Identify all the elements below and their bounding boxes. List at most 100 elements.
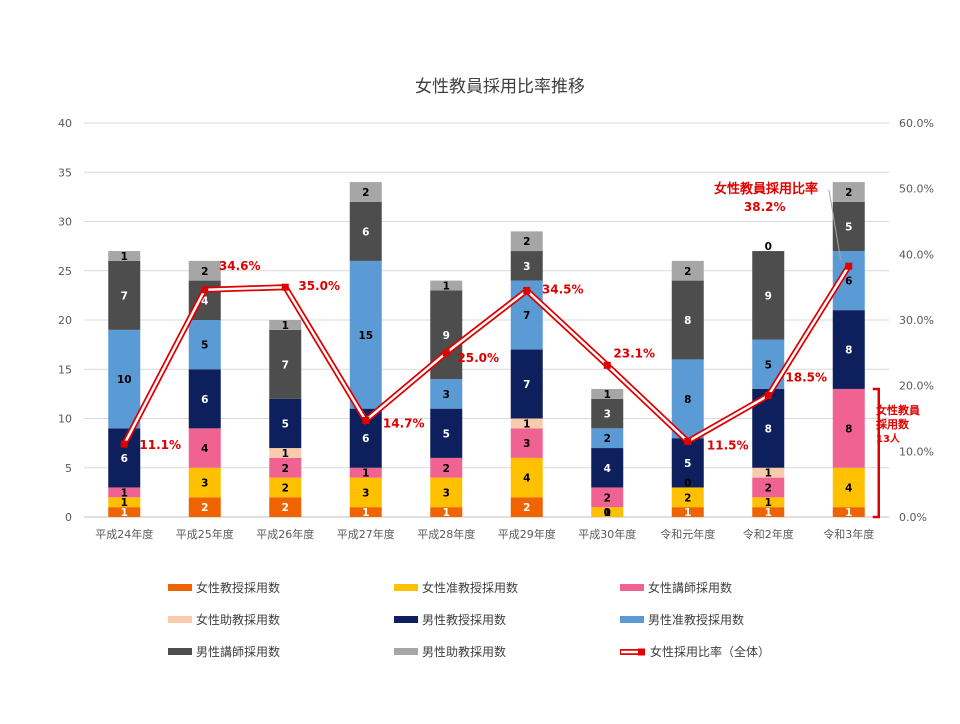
bar-data-label: 1: [604, 389, 611, 401]
bar-data-label: 1: [443, 281, 450, 293]
bar-segment: [510, 428, 543, 458]
bar-data-label: 7: [523, 310, 530, 322]
legend-swatch: [168, 648, 192, 655]
x-tick-label: 令和3年度: [823, 527, 874, 541]
bar-data-label: 15: [358, 330, 373, 342]
bar-data-label: 9: [765, 290, 772, 302]
bar-data-label: 2: [684, 266, 691, 278]
bar-data-label: 6: [845, 276, 852, 288]
bar-segment: [430, 477, 463, 508]
y-left-tick-label: 10: [58, 413, 72, 426]
legend-swatch: [620, 616, 644, 623]
bar-segment: [591, 398, 624, 429]
bar-segment: [832, 467, 865, 508]
bar-data-label: 5: [282, 418, 289, 430]
bar-segment: [349, 260, 382, 409]
x-tick-label: 平成29年度: [498, 527, 556, 541]
rate-marker: [523, 286, 531, 294]
bar-data-label: 7: [121, 290, 128, 302]
bar-data-label: 8: [845, 423, 852, 435]
bar-data-label: 1: [121, 487, 128, 499]
bar-data-label: 1: [362, 468, 369, 480]
bar-segment: [430, 457, 463, 478]
legend-swatch: [620, 584, 644, 591]
grid-layer: 05101520253035400.0%10.0%20.0%30.0%40.0%…: [58, 117, 934, 541]
annotation-layer: 女性教員採用比率 女性教員 採用数 13人: [714, 181, 920, 519]
bar-segment: [108, 507, 141, 517]
female-count-bracket: [872, 387, 880, 519]
y-left-tick-label: 5: [65, 462, 72, 475]
rate-callout-text: 女性教員採用比率: [714, 181, 818, 197]
bar-segment: [269, 497, 302, 517]
bar-data-label: 2: [684, 492, 691, 504]
bar-data-label: 8: [684, 394, 691, 406]
bar-segment: [269, 448, 302, 458]
y-left-tick-label: 30: [58, 216, 72, 229]
rate-data-label: 11.5%: [707, 438, 749, 452]
legend-swatch: [394, 648, 418, 655]
rate-marker: [281, 283, 289, 291]
y-right-tick-label: 30.0%: [899, 314, 934, 327]
labels-layer: 1116107123465422221571131615621325391243…: [117, 187, 852, 519]
bar-segment: [188, 369, 221, 429]
bar-segment: [108, 329, 141, 429]
rate-data-label: 34.5%: [542, 282, 584, 296]
x-tick-label: 令和2年度: [743, 527, 794, 541]
legend-label: 女性助教採用数: [196, 612, 280, 627]
bar-data-label: 2: [201, 502, 208, 514]
legend-swatch: [394, 584, 418, 591]
legend-label: 男性助教採用数: [422, 644, 506, 659]
x-tick-label: 平成28年度: [417, 527, 475, 541]
legend-swatch: [394, 616, 418, 623]
bar-data-label: 4: [201, 295, 208, 307]
y-left-tick-label: 35: [58, 166, 72, 179]
y-left-tick-label: 25: [58, 265, 72, 278]
bar-segment: [671, 280, 704, 360]
bar-segment: [430, 408, 463, 458]
bar-data-label: 3: [443, 389, 450, 401]
y-right-tick-label: 40.0%: [899, 248, 934, 261]
bar-data-label: 3: [523, 261, 530, 273]
bar-data-label: 1: [765, 468, 772, 480]
bar-data-label: 1: [121, 251, 128, 263]
rate-marker: [442, 349, 450, 357]
bar-segment: [269, 320, 302, 330]
bar-data-label: 8: [845, 345, 852, 357]
bar-segment: [752, 497, 785, 508]
bar-data-label: 3: [443, 487, 450, 499]
legend-label: 男性准教授採用数: [648, 612, 744, 627]
bar-data-label: 6: [121, 453, 128, 465]
legend-label: 男性教授採用数: [422, 612, 506, 627]
bar-data-label: 0: [604, 507, 611, 519]
bar-segment: [832, 388, 865, 468]
bar-data-label: 9: [443, 330, 450, 342]
bar-data-label: 4: [604, 463, 611, 475]
rate-line-inner: [123, 265, 850, 445]
bar-segment: [752, 477, 785, 498]
bar-data-label: 3: [201, 478, 208, 490]
bar-data-label: 2: [523, 502, 530, 514]
bar-data-label: 1: [604, 507, 611, 519]
x-tick-label: 平成30年度: [578, 527, 636, 541]
rate-data-label: 14.7%: [383, 416, 425, 430]
rate-data-label: 18.5%: [785, 371, 827, 385]
bar-data-label: 2: [282, 463, 289, 475]
rate-data-label: 34.6%: [219, 259, 261, 273]
bar-segment: [591, 507, 624, 517]
bar-segment: [349, 477, 382, 508]
bar-data-label: 6: [201, 394, 208, 406]
rate-marker: [201, 286, 209, 294]
bar-data-label: 2: [845, 187, 852, 199]
y-right-tick-label: 10.0%: [899, 445, 934, 458]
bar-data-label: 1: [684, 507, 691, 519]
bar-data-label: 5: [684, 458, 691, 470]
bar-data-label: 7: [523, 379, 530, 391]
bars-layer: [108, 182, 865, 517]
bar-segment: [671, 359, 704, 439]
y-right-tick-label: 0.0%: [899, 511, 927, 524]
bar-segment: [510, 497, 543, 517]
bar-data-label: 4: [845, 482, 852, 494]
bar-data-label: 2: [282, 482, 289, 494]
rate-data-label: 38.2%: [744, 200, 786, 214]
